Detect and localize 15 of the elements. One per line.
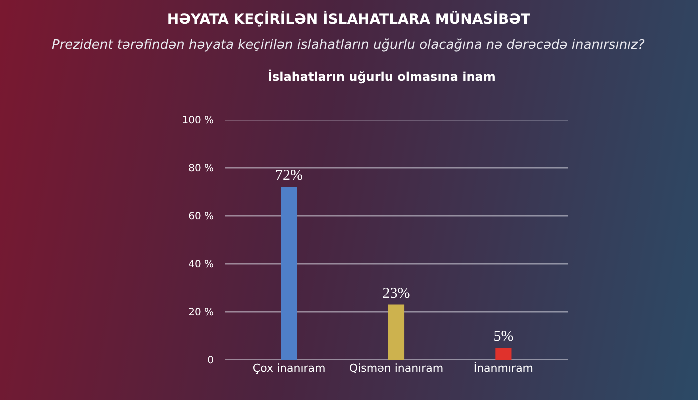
y-tick-label: 20 % [188, 308, 214, 318]
data-label: 72% [276, 168, 304, 184]
y-tick-label: 40 % [188, 260, 214, 270]
chart-title: HƏYATA KEÇİRİLƏN İSLAHATLARA MÜNASİBƏT [167, 10, 532, 28]
chart-subtitle: Prezident tərəfindən həyata keçirilən islahatların uğurlu olacağına nə dərəcədə inanırsınız? [52, 38, 645, 53]
y-tick-label: 80 % [188, 164, 214, 174]
x-tick-label: Çox inanıram [252, 362, 326, 375]
x-tick-label: İnanmıram [474, 361, 534, 375]
y-tick-label: 100 % [182, 116, 214, 126]
x-tick-label: Qismən inanıram [349, 362, 444, 375]
y-tick-label: 0 [208, 356, 214, 366]
y-tick-label: 60 % [188, 212, 214, 222]
data-label: 5% [494, 329, 514, 345]
data-label: 23% [382, 286, 410, 302]
text: İslahatların uğurlu olmasına inam [268, 69, 496, 84]
